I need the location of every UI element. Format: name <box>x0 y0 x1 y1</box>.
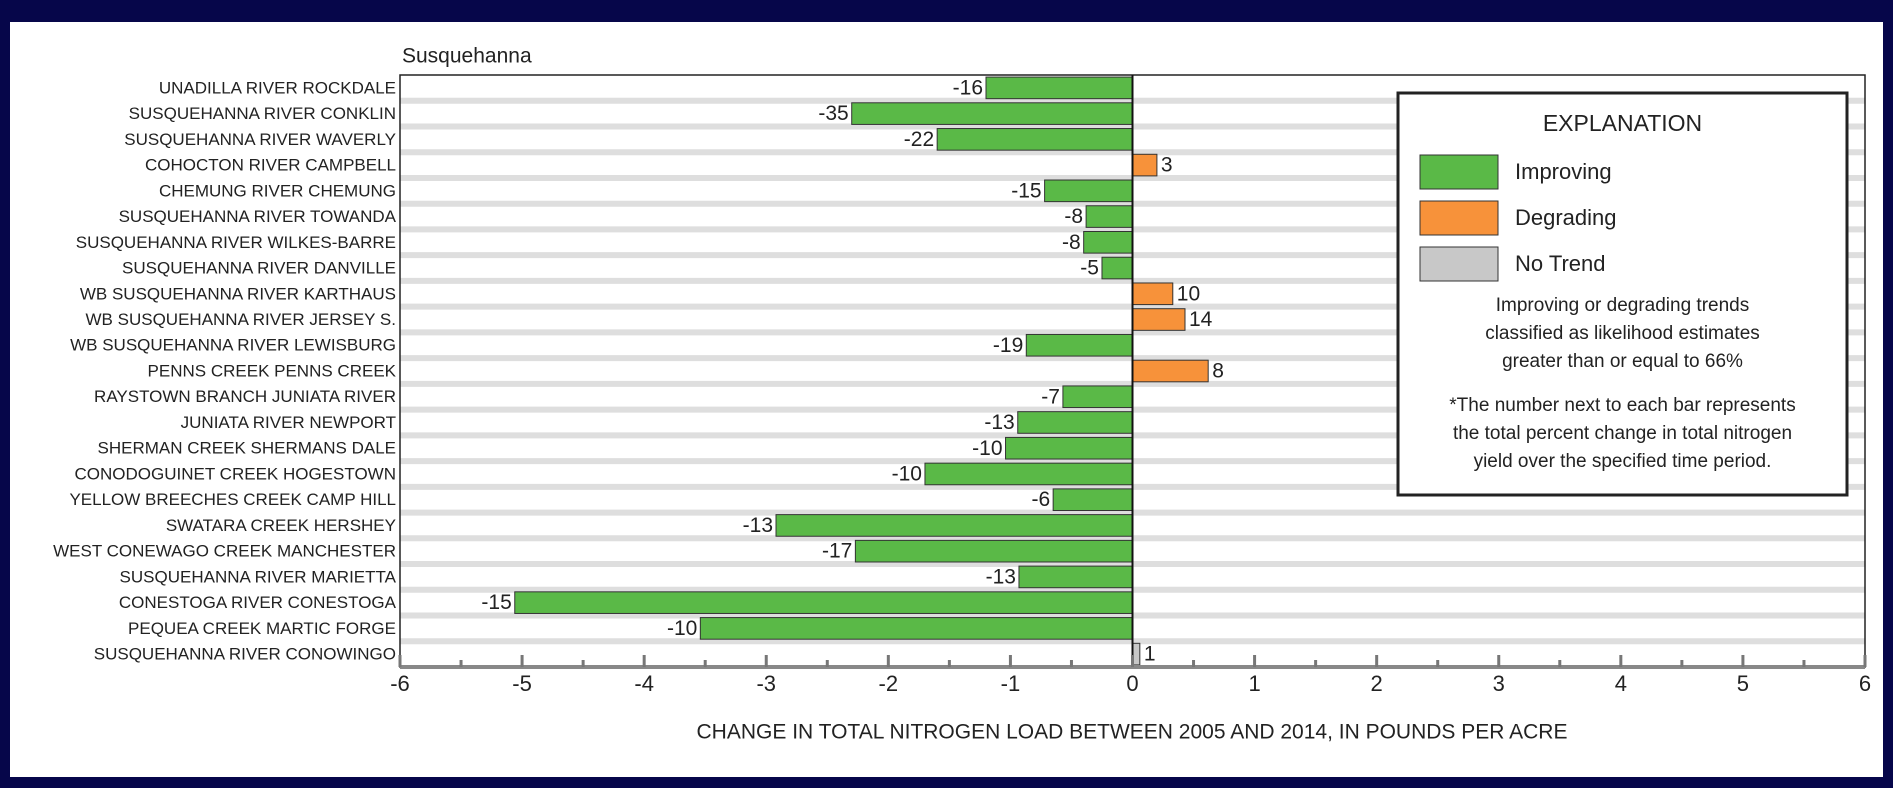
value-label: 14 <box>1189 308 1213 331</box>
y-tick-label: PEQUEA CREEK MARTIC FORGE <box>128 619 396 638</box>
x-axis-label: CHANGE IN TOTAL NITROGEN LOAD BETWEEN 20… <box>697 721 1568 744</box>
y-tick-label: JUNIATA RIVER NEWPORT <box>181 413 396 432</box>
legend-note: the total percent change in total nitrog… <box>1453 423 1792 444</box>
value-label: -17 <box>822 540 852 563</box>
bar <box>1085 205 1133 228</box>
y-tick-label: SUSQUEHANNA RIVER CONKLIN <box>129 104 396 123</box>
bar <box>924 462 1133 486</box>
x-tick-label: 4 <box>1615 671 1627 696</box>
value-label: -16 <box>953 76 983 99</box>
legend-label: Improving <box>1515 159 1612 184</box>
x-tick-label: -4 <box>634 671 654 696</box>
y-tick-label: SUSQUEHANNA RIVER WILKES-BARRE <box>76 233 396 252</box>
x-tick-label: -6 <box>390 671 410 696</box>
y-tick-label: COHOCTON RIVER CAMPBELL <box>145 156 396 175</box>
legend-swatch <box>1419 200 1499 236</box>
legend-title: EXPLANATION <box>1543 110 1702 136</box>
value-label: -15 <box>481 591 511 614</box>
y-tick-label: YELLOW BREECHES CREEK CAMP HILL <box>69 490 396 509</box>
y-tick-label: SUSQUEHANNA RIVER MARIETTA <box>120 567 397 586</box>
bar <box>1101 256 1133 280</box>
bar <box>1005 436 1133 460</box>
bar <box>1044 179 1133 203</box>
bar <box>699 617 1133 640</box>
value-label: 10 <box>1177 282 1200 305</box>
x-tick-label: -3 <box>756 671 776 696</box>
value-label: -10 <box>667 617 697 640</box>
y-tick-label: SUSQUEHANNA RIVER TOWANDA <box>119 207 397 226</box>
bar <box>1025 333 1133 357</box>
y-tick-label: SUSQUEHANNA RIVER DANVILLE <box>122 259 396 278</box>
value-label: -10 <box>892 463 922 486</box>
legend-swatch <box>1419 246 1499 282</box>
y-tick-label: CONODOGUINET CREEK HOGESTOWN <box>75 464 396 483</box>
y-tick-label: WB SUSQUEHANNA RIVER JERSEY S. <box>86 310 396 329</box>
y-tick-label: SUSQUEHANNA RIVER CONOWINGO <box>94 645 396 664</box>
chart-title: Susquehanna <box>402 45 532 68</box>
value-label: 8 <box>1212 360 1224 383</box>
legend-note: *The number next to each bar represents <box>1449 395 1795 416</box>
bar <box>985 76 1133 100</box>
legend-note: yield over the specified time period. <box>1474 451 1772 472</box>
bar <box>1132 359 1209 383</box>
x-tick-label: 3 <box>1493 671 1505 696</box>
bar <box>854 539 1134 563</box>
x-tick-label: -5 <box>512 671 532 696</box>
value-label: -22 <box>904 128 934 151</box>
bar <box>936 128 1134 151</box>
value-label: 3 <box>1161 154 1173 177</box>
legend-swatch <box>1419 154 1499 190</box>
y-tick-label: CHEMUNG RIVER CHEMUNG <box>159 181 396 200</box>
bar <box>1062 385 1133 409</box>
value-label: -19 <box>993 334 1023 357</box>
y-tick-label: SHERMAN CREEK SHERMANS DALE <box>97 439 396 458</box>
bar <box>1018 565 1134 589</box>
y-tick-label: WEST CONEWAGO CREEK MANCHESTER <box>53 542 396 561</box>
x-tick-label: -2 <box>879 671 899 696</box>
y-tick-label: UNADILLA RIVER ROCKDALE <box>159 78 396 97</box>
bar <box>514 591 1133 614</box>
value-label: -5 <box>1080 257 1099 280</box>
x-tick-label: 1 <box>1248 671 1260 696</box>
x-tick-label: 2 <box>1371 671 1383 696</box>
value-label: -7 <box>1041 385 1060 408</box>
legend-note: classified as likelihood estimates <box>1485 323 1760 344</box>
legend-label: No Trend <box>1515 251 1606 276</box>
bar <box>1132 153 1158 177</box>
legend-label: Degrading <box>1515 205 1617 230</box>
bar <box>851 102 1133 125</box>
y-tick-label: SWATARA CREEK HERSHEY <box>166 516 396 535</box>
value-label: 1 <box>1144 643 1156 666</box>
bar <box>1132 308 1186 331</box>
value-label: -13 <box>743 514 773 537</box>
bar <box>1017 411 1133 434</box>
y-tick-label: RAYSTOWN BRANCH JUNIATA RIVER <box>94 387 396 406</box>
bar <box>1132 282 1174 306</box>
value-label: -8 <box>1062 231 1081 254</box>
value-label: -13 <box>984 411 1014 434</box>
x-tick-label: 6 <box>1859 671 1871 696</box>
y-tick-label: PENNS CREEK PENNS CREEK <box>148 361 397 380</box>
bar <box>775 514 1133 537</box>
value-label: -13 <box>986 565 1016 588</box>
value-label: -8 <box>1064 205 1083 228</box>
y-tick-label: WB SUSQUEHANNA RIVER LEWISBURG <box>70 336 396 355</box>
x-tick-label: 5 <box>1737 671 1749 696</box>
y-tick-label: CONESTOGA RIVER CONESTOGA <box>119 593 397 612</box>
value-label: -15 <box>1011 179 1041 202</box>
legend-note: Improving or degrading trends <box>1496 295 1749 316</box>
x-tick-label: 0 <box>1126 671 1138 696</box>
value-label: -6 <box>1031 488 1050 511</box>
y-tick-label: SUSQUEHANNA RIVER WAVERLY <box>124 130 396 149</box>
y-tick-label: WB SUSQUEHANNA RIVER KARTHAUS <box>80 284 396 303</box>
x-tick-label: -1 <box>1001 671 1021 696</box>
legend-note: greater than or equal to 66% <box>1502 351 1743 372</box>
bar <box>1083 230 1133 254</box>
bar <box>1052 488 1134 512</box>
value-label: -10 <box>972 437 1002 460</box>
value-label: -35 <box>818 102 848 125</box>
